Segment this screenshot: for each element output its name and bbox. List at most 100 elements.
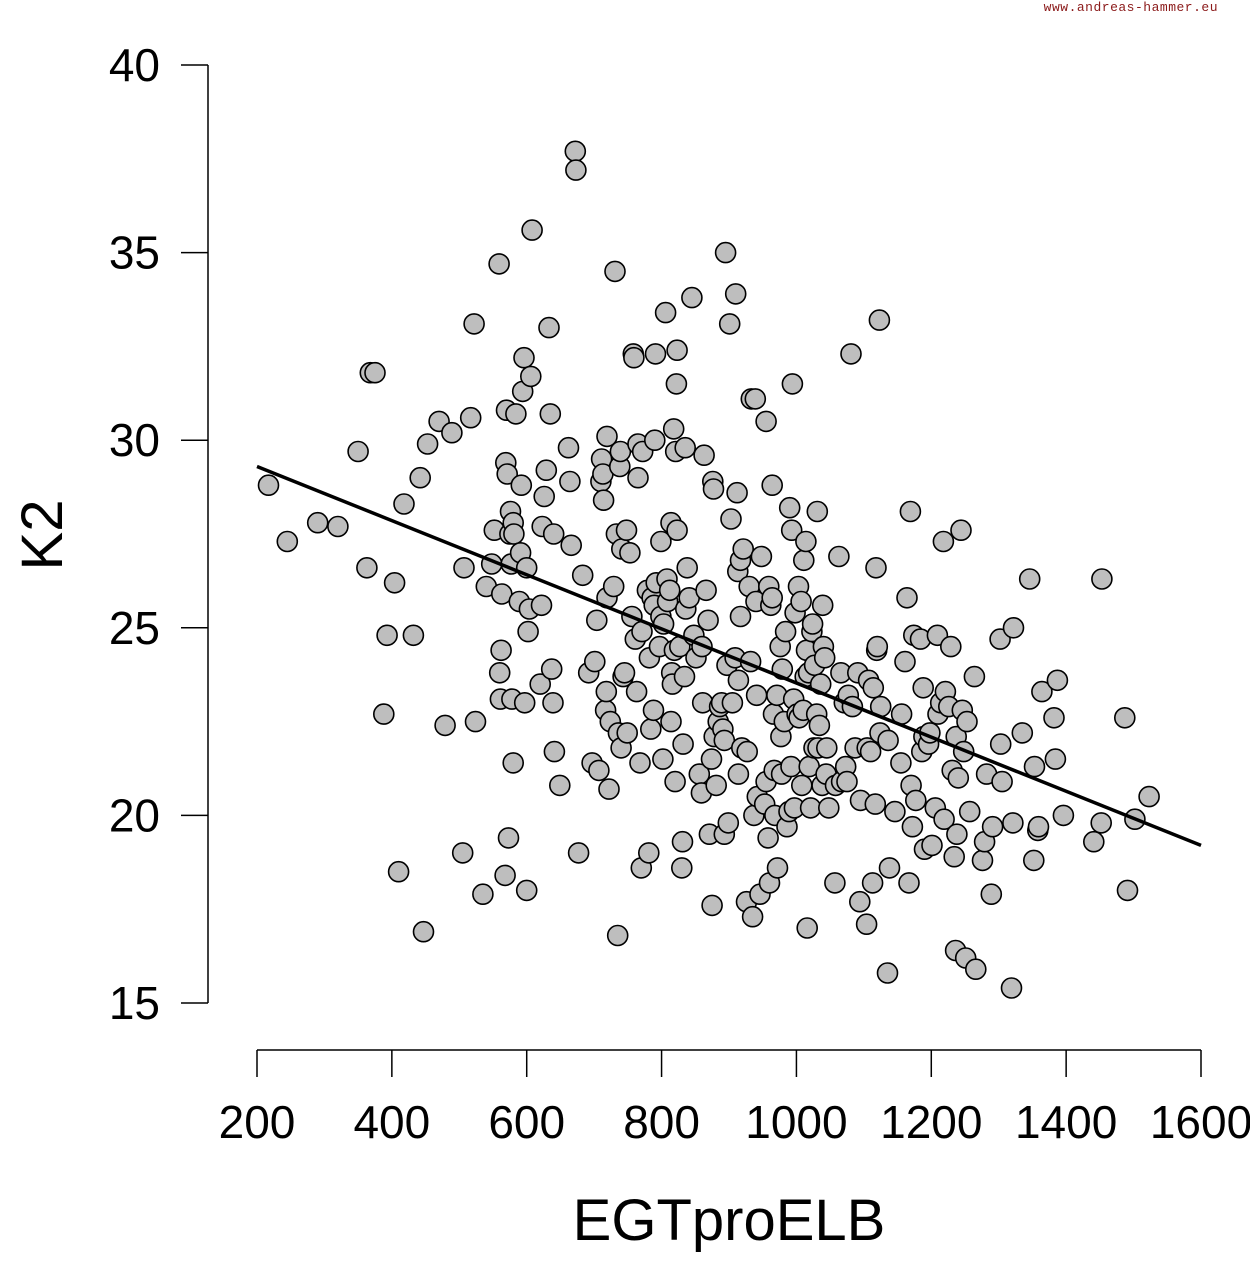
scatter-point bbox=[727, 763, 750, 785]
scatter-point bbox=[276, 530, 299, 553]
scatter-point bbox=[539, 403, 562, 425]
scatter-point bbox=[780, 519, 803, 542]
scatter-point bbox=[595, 680, 618, 703]
scatter-point bbox=[744, 388, 767, 410]
scatter-point bbox=[681, 286, 703, 309]
scatter-point bbox=[372, 703, 395, 725]
x-axis-title: EGTproELB bbox=[573, 1188, 886, 1253]
scatter-point bbox=[718, 313, 741, 335]
scatter-point bbox=[1031, 680, 1053, 703]
x-tick-label: 1000 bbox=[745, 1096, 847, 1148]
scatter-point bbox=[980, 883, 1003, 906]
scatter-point bbox=[939, 635, 962, 658]
scatter-point bbox=[571, 564, 594, 587]
x-tick-label: 800 bbox=[623, 1096, 700, 1148]
scatter-point bbox=[463, 313, 485, 335]
y-tick-label: 35 bbox=[109, 227, 160, 279]
scatter-point bbox=[991, 770, 1013, 793]
scatter-point bbox=[402, 624, 425, 647]
scatter-point bbox=[451, 842, 474, 864]
scatter-point bbox=[502, 752, 525, 774]
scatter-point bbox=[848, 890, 871, 913]
scatter-point bbox=[567, 842, 590, 864]
scatter-point bbox=[671, 830, 694, 853]
scatter-point bbox=[637, 842, 660, 864]
scatter-point bbox=[1027, 815, 1050, 838]
scatter-point bbox=[670, 857, 693, 879]
scatter-point bbox=[616, 722, 639, 744]
scatter-point bbox=[865, 556, 887, 579]
scatter-point bbox=[813, 646, 836, 669]
scatter-point bbox=[876, 962, 899, 984]
scatter-point bbox=[1043, 706, 1065, 729]
scatter-point bbox=[933, 808, 955, 831]
y-tick-label: 40 bbox=[109, 39, 160, 91]
scatter-point bbox=[817, 797, 840, 819]
scatter-point bbox=[652, 748, 674, 770]
scatter-point bbox=[774, 620, 797, 643]
scatter-point bbox=[1138, 785, 1160, 808]
scatter-point bbox=[665, 373, 688, 395]
scatter-point bbox=[766, 857, 789, 879]
scatter-point bbox=[806, 500, 829, 523]
scatter-point bbox=[778, 496, 801, 519]
scatter-point bbox=[840, 343, 862, 365]
scatter-point bbox=[602, 575, 625, 598]
scatter-point bbox=[510, 474, 533, 497]
scatter-point bbox=[950, 519, 972, 542]
scatter-point bbox=[761, 586, 784, 609]
scatter-point bbox=[409, 466, 432, 489]
scatter-point bbox=[695, 579, 717, 602]
scatter-point bbox=[736, 740, 759, 763]
scatter-point bbox=[583, 650, 606, 673]
scatter-point bbox=[364, 361, 386, 384]
scatter-point bbox=[592, 489, 615, 512]
scatter-point bbox=[732, 538, 755, 560]
scatter-point bbox=[790, 590, 812, 613]
scatter-point bbox=[904, 789, 927, 812]
scatter-point bbox=[868, 309, 891, 331]
scatter-point bbox=[505, 403, 527, 425]
scatter-point bbox=[1116, 879, 1139, 902]
scatter-point bbox=[781, 373, 804, 395]
scatter-point bbox=[799, 797, 822, 819]
scatter-point bbox=[560, 534, 583, 557]
scatter-point bbox=[540, 658, 563, 680]
scatter-point bbox=[693, 444, 715, 467]
scatter-point bbox=[664, 770, 686, 793]
scatter-point bbox=[542, 523, 565, 545]
data-points bbox=[257, 140, 1160, 999]
scatter-point bbox=[598, 778, 620, 800]
scatter-point bbox=[1090, 812, 1112, 834]
scatter-point bbox=[662, 418, 685, 440]
scatter-point bbox=[535, 459, 558, 482]
scatter-point bbox=[613, 661, 636, 684]
scatter-point bbox=[836, 770, 858, 793]
scatter-point bbox=[855, 913, 878, 936]
scatter-point bbox=[1011, 722, 1034, 744]
scatter-point bbox=[676, 556, 699, 579]
scatter-point bbox=[356, 556, 378, 579]
scatter-point bbox=[542, 691, 564, 714]
scatter-point bbox=[515, 879, 538, 902]
scatter-point bbox=[780, 755, 802, 778]
scatter-point bbox=[1044, 748, 1067, 770]
y-tick-label: 15 bbox=[109, 977, 160, 1029]
y-tick-label: 20 bbox=[109, 789, 160, 841]
scatter-point bbox=[878, 857, 901, 879]
scatter-point bbox=[496, 463, 519, 485]
scatter-point bbox=[257, 474, 280, 497]
scatter-point bbox=[714, 241, 737, 264]
scatter-point bbox=[642, 699, 665, 722]
scatter-point bbox=[306, 511, 329, 534]
scatter-point bbox=[884, 800, 906, 823]
scatter-point bbox=[724, 283, 747, 305]
scatter-point bbox=[963, 665, 986, 688]
scatter-point bbox=[639, 718, 662, 740]
scatter-point bbox=[490, 639, 512, 662]
scatter-point bbox=[1018, 568, 1041, 590]
x-tick-label: 1400 bbox=[1015, 1096, 1117, 1148]
scatter-point bbox=[674, 436, 697, 459]
scatter-point bbox=[629, 752, 651, 774]
